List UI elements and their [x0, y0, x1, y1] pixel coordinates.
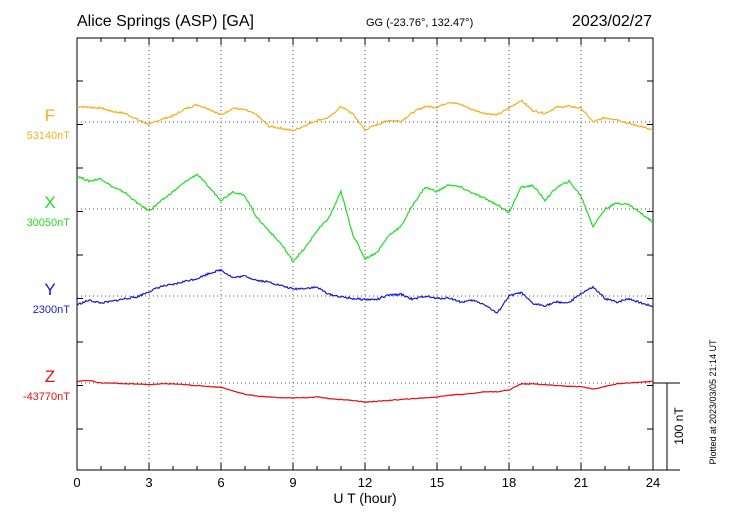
x-tick-label: 21	[574, 475, 588, 490]
series-line-x	[76, 173, 654, 263]
x-tick-label: 18	[502, 475, 516, 490]
x-tick-label: 12	[358, 475, 372, 490]
series-baseline-x: 30050nT	[27, 217, 71, 229]
station-title: Alice Springs (ASP) [GA]	[77, 13, 254, 30]
series-name-y: Y	[44, 280, 55, 299]
series-name-x: X	[44, 193, 55, 212]
series-labels: F 53140nT X 30050nT Y 2300nT Z -43770nT	[23, 106, 70, 403]
series-name-f: F	[45, 106, 55, 125]
series-line-y	[76, 268, 654, 314]
x-tick-label: 15	[430, 475, 444, 490]
x-tick-label: 24	[646, 475, 660, 490]
x-tick-label: 6	[217, 475, 224, 490]
series-baseline-z: -43770nT	[23, 391, 70, 403]
x-tick-label: 9	[289, 475, 296, 490]
plotted-timestamp: Plotted at 2023/03/05 21:14 UT	[708, 339, 718, 465]
series-baseline-y: 2300nT	[33, 304, 71, 316]
x-tick-labels: 0 3 6 9 12 15 18 21 24	[73, 475, 660, 490]
date-label: 2023/02/27	[572, 13, 652, 30]
scale-bar: 100 nT	[653, 382, 686, 471]
grid-lines	[77, 38, 653, 470]
series-lines	[76, 99, 654, 403]
coordinates-label: GG (-23.76°, 132.47°)	[366, 17, 473, 29]
series-line-f	[76, 99, 654, 132]
scale-bar-label: 100 nT	[672, 407, 686, 445]
axis-ticks	[76, 38, 654, 470]
x-tick-label: 3	[145, 475, 152, 490]
series-baseline-f: 53140nT	[27, 130, 71, 142]
series-name-z: Z	[45, 367, 55, 386]
x-axis-label: U T (hour)	[333, 490, 396, 506]
x-tick-label: 0	[73, 475, 80, 490]
series-line-z	[76, 379, 653, 403]
